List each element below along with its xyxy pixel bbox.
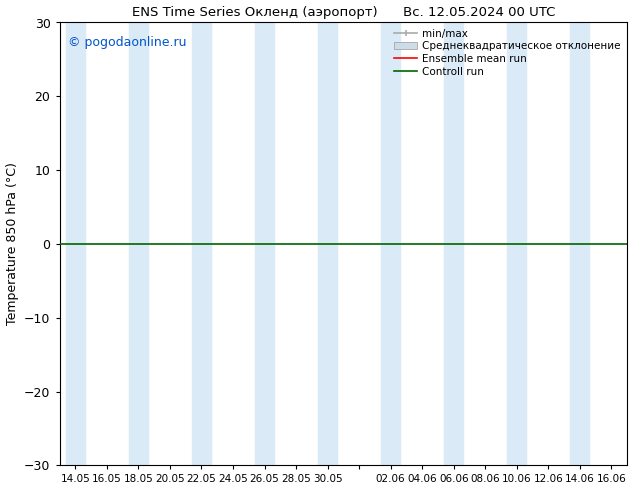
- Text: © pogodaonline.ru: © pogodaonline.ru: [68, 36, 186, 49]
- Bar: [66, 23, 85, 466]
- Bar: [318, 23, 337, 466]
- Bar: [507, 23, 526, 466]
- Bar: [255, 23, 274, 466]
- Bar: [129, 23, 148, 466]
- Y-axis label: Temperature 850 hPa (°C): Temperature 850 hPa (°C): [6, 163, 18, 325]
- Bar: [444, 23, 463, 466]
- Legend: min/max, Среднеквадратическое отклонение, Ensemble mean run, Controll run: min/max, Среднеквадратическое отклонение…: [390, 24, 625, 81]
- Title: ENS Time Series Окленд (аэропорт)      Вс. 12.05.2024 00 UTC: ENS Time Series Окленд (аэропорт) Вс. 12…: [132, 5, 555, 19]
- Bar: [192, 23, 211, 466]
- Bar: [381, 23, 400, 466]
- Bar: [571, 23, 590, 466]
